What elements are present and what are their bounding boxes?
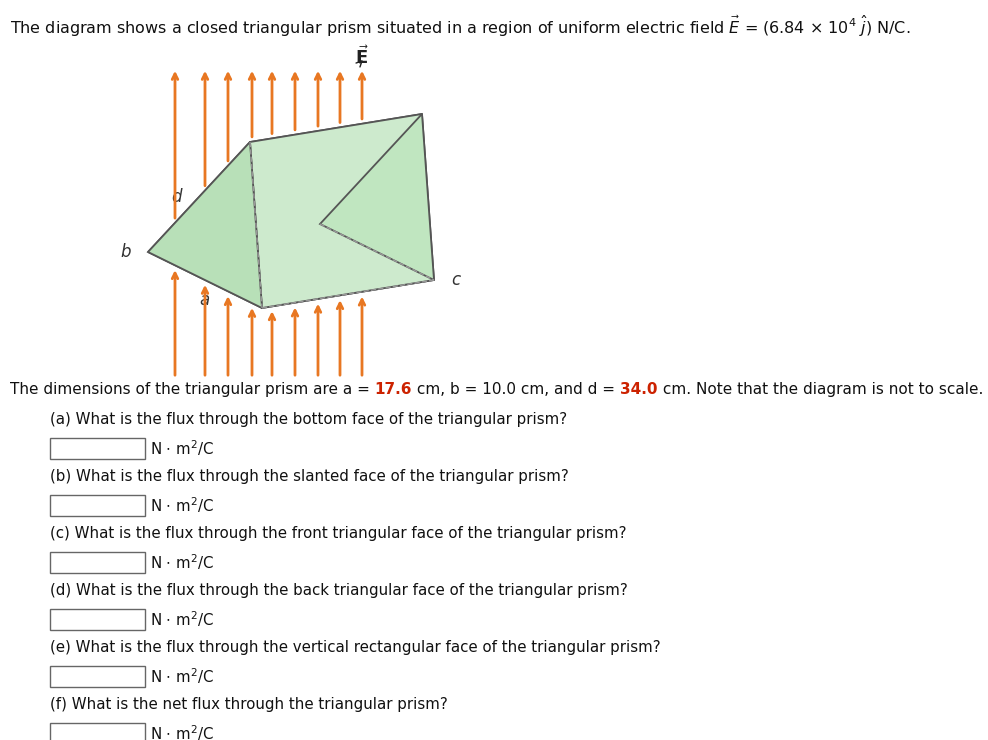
Bar (50, 723, 145, 740)
Text: N $\cdot$ m$^2$/C: N $\cdot$ m$^2$/C (150, 667, 214, 687)
Polygon shape (148, 114, 422, 252)
Text: 34.0: 34.0 (620, 382, 658, 397)
Text: $\vec{\mathbf{E}}$: $\vec{\mathbf{E}}$ (355, 45, 370, 68)
Text: N $\cdot$ m$^2$/C: N $\cdot$ m$^2$/C (150, 553, 214, 572)
Text: $d$: $d$ (171, 188, 184, 206)
Text: N $\cdot$ m$^2$/C: N $\cdot$ m$^2$/C (150, 610, 214, 629)
Text: (e) What is the flux through the vertical rectangular face of the triangular pri: (e) What is the flux through the vertica… (50, 640, 661, 655)
Bar (50, 552, 145, 573)
Bar (50, 495, 145, 516)
Text: N $\cdot$ m$^2$/C: N $\cdot$ m$^2$/C (150, 496, 214, 515)
Text: $c$: $c$ (451, 271, 461, 289)
Bar (50, 438, 145, 459)
Text: cm, b = 10.0 cm, and d =: cm, b = 10.0 cm, and d = (412, 382, 620, 397)
Polygon shape (148, 142, 262, 308)
Text: (d) What is the flux through the back triangular face of the triangular prism?: (d) What is the flux through the back tr… (50, 583, 627, 598)
Polygon shape (250, 114, 434, 308)
Text: $a$: $a$ (200, 291, 210, 309)
Text: 17.6: 17.6 (374, 382, 412, 397)
Text: N $\cdot$ m$^2$/C: N $\cdot$ m$^2$/C (150, 724, 214, 740)
Text: N $\cdot$ m$^2$/C: N $\cdot$ m$^2$/C (150, 439, 214, 458)
Polygon shape (148, 224, 434, 308)
Text: (f) What is the net flux through the triangular prism?: (f) What is the net flux through the tri… (50, 697, 448, 712)
Text: (a) What is the flux through the bottom face of the triangular prism?: (a) What is the flux through the bottom … (50, 412, 567, 427)
Bar (50, 609, 145, 630)
Text: (b) What is the flux through the slanted face of the triangular prism?: (b) What is the flux through the slanted… (50, 469, 569, 484)
Bar (50, 666, 145, 687)
Polygon shape (320, 114, 434, 280)
Text: (c) What is the flux through the front triangular face of the triangular prism?: (c) What is the flux through the front t… (50, 526, 626, 541)
Text: cm. Note that the diagram is not to scale.: cm. Note that the diagram is not to scal… (658, 382, 983, 397)
Text: The diagram shows a closed triangular prism situated in a region of uniform elec: The diagram shows a closed triangular pr… (10, 14, 910, 39)
Text: The dimensions of the triangular prism are a =: The dimensions of the triangular prism a… (10, 382, 374, 397)
Text: $b$: $b$ (121, 243, 131, 261)
